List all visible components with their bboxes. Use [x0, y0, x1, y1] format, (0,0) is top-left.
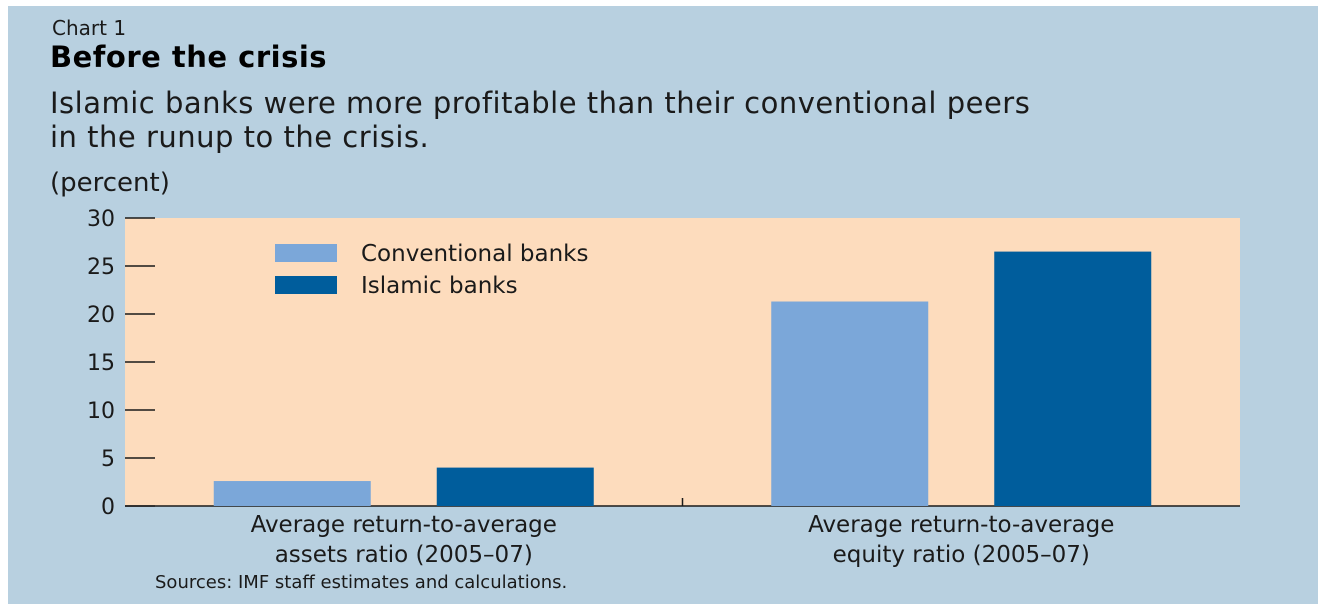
- chart-number: Chart 1: [52, 16, 127, 40]
- chart-subtitle: Islamic banks were more profitable than …: [50, 86, 1031, 154]
- bar-conventional: [213, 481, 371, 506]
- x-category-label: Average return-to-average: [251, 512, 557, 538]
- y-tick-label: 15: [87, 351, 115, 376]
- legend-swatch: [275, 244, 337, 262]
- x-category-label: Average return-to-average: [808, 512, 1114, 538]
- y-axis-unit-label: (percent): [50, 168, 170, 198]
- y-tick-label: 20: [87, 303, 115, 328]
- chart-title: Before the crisis: [50, 40, 328, 74]
- bar-islamic: [994, 251, 1152, 506]
- x-category-label: equity ratio (2005–07): [833, 542, 1090, 568]
- y-tick-label: 10: [87, 399, 115, 424]
- y-tick-label: 30: [87, 207, 115, 232]
- legend-swatch: [275, 276, 337, 294]
- y-tick-label: 25: [87, 255, 115, 280]
- y-tick-label: 5: [101, 447, 115, 472]
- legend-label: Conventional banks: [361, 241, 588, 267]
- legend-label: Islamic banks: [361, 273, 518, 299]
- source-note: Sources: IMF staff estimates and calcula…: [155, 572, 568, 593]
- bar-islamic: [436, 467, 594, 506]
- bar-conventional: [771, 301, 929, 506]
- y-tick-label: 0: [101, 495, 115, 520]
- x-category-label: assets ratio (2005–07): [275, 542, 533, 568]
